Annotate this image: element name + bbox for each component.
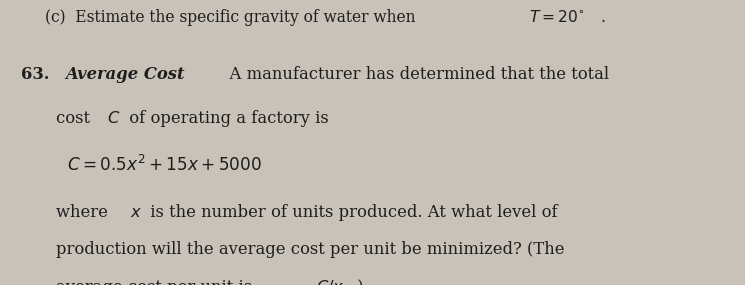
Text: .: . xyxy=(600,9,606,26)
Text: $C = 0.5x^{2} + 15x + 5000$: $C = 0.5x^{2} + 15x + 5000$ xyxy=(67,155,262,175)
Text: $C$: $C$ xyxy=(107,110,120,127)
Text: average cost per unit is: average cost per unit is xyxy=(56,279,257,285)
Text: where: where xyxy=(56,204,113,221)
Text: cost: cost xyxy=(56,110,95,127)
Text: A manufacturer has determined that the total: A manufacturer has determined that the t… xyxy=(220,66,609,83)
Text: $x$: $x$ xyxy=(130,204,142,221)
Text: .): .) xyxy=(353,279,364,285)
Text: $C/x$: $C/x$ xyxy=(316,279,344,285)
Text: $T = 20^{\circ}$: $T = 20^{\circ}$ xyxy=(529,9,585,26)
Text: production will the average cost per unit be minimized? (The: production will the average cost per uni… xyxy=(56,241,565,258)
Text: (c)  Estimate the specific gravity of water when: (c) Estimate the specific gravity of wat… xyxy=(45,9,420,26)
Text: 63.: 63. xyxy=(21,66,55,83)
Text: is the number of units produced. At what level of: is the number of units produced. At what… xyxy=(145,204,558,221)
Text: Average Cost: Average Cost xyxy=(65,66,185,83)
Text: of operating a factory is: of operating a factory is xyxy=(124,110,329,127)
